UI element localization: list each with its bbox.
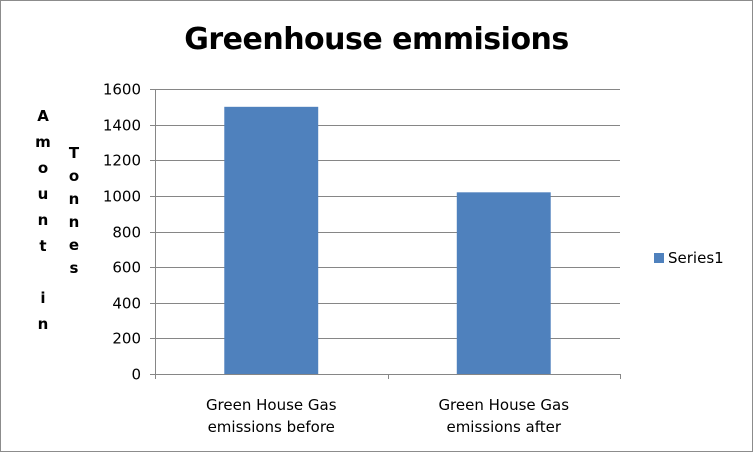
y-axis-label-char: n	[68, 190, 80, 208]
legend-label: Series1	[668, 249, 724, 267]
axis-labels: 0 200 400 600 800 1000 1200 1400 1600 Green House…	[103, 81, 569, 437]
y-tick-label: 1200	[103, 152, 141, 170]
legend-swatch	[654, 253, 664, 263]
y-axis-label-char: i	[40, 289, 46, 307]
y-axis-label-char: t	[39, 237, 47, 255]
y-axis-label-char: o	[37, 159, 49, 177]
bar	[224, 106, 319, 374]
y-axis-label-char: o	[68, 167, 80, 185]
x-tick-label: Green House Gas	[206, 396, 337, 414]
y-axis-label-char: n	[37, 211, 49, 229]
y-axis-label-tonnes: T o n n e s	[66, 142, 82, 280]
bars	[224, 106, 551, 374]
y-tick-label: 1600	[103, 81, 141, 99]
x-tick-label: emissions before	[208, 418, 335, 436]
y-axis-label-char: u	[37, 185, 49, 203]
y-tick-label: 600	[112, 259, 141, 277]
y-tick-label: 1400	[103, 117, 141, 135]
y-tick-label: 0	[131, 366, 141, 384]
legend: Series1	[654, 249, 724, 267]
y-axis-label-char: m	[35, 133, 51, 151]
y-axis-label-char: T	[68, 144, 80, 162]
y-axis-label-amount: A m o u n t i n	[35, 103, 51, 337]
chart-title: Greenhouse emmisions	[184, 22, 569, 57]
x-tick-label: emissions after	[446, 418, 561, 436]
y-axis-label-char: e	[68, 236, 80, 254]
y-tick-label: 400	[112, 295, 141, 313]
axes	[150, 89, 621, 379]
bar	[456, 192, 551, 374]
y-axis-label-char: n	[37, 315, 49, 333]
y-tick-label: 200	[112, 330, 141, 348]
y-axis-label-char: s	[69, 259, 79, 277]
y-tick-label: 800	[112, 224, 141, 242]
y-axis-label-char: A	[37, 107, 49, 125]
x-tick-label: Green House Gas	[438, 396, 569, 414]
y-axis-label-char: n	[68, 213, 80, 231]
y-tick-label: 1000	[103, 188, 141, 206]
